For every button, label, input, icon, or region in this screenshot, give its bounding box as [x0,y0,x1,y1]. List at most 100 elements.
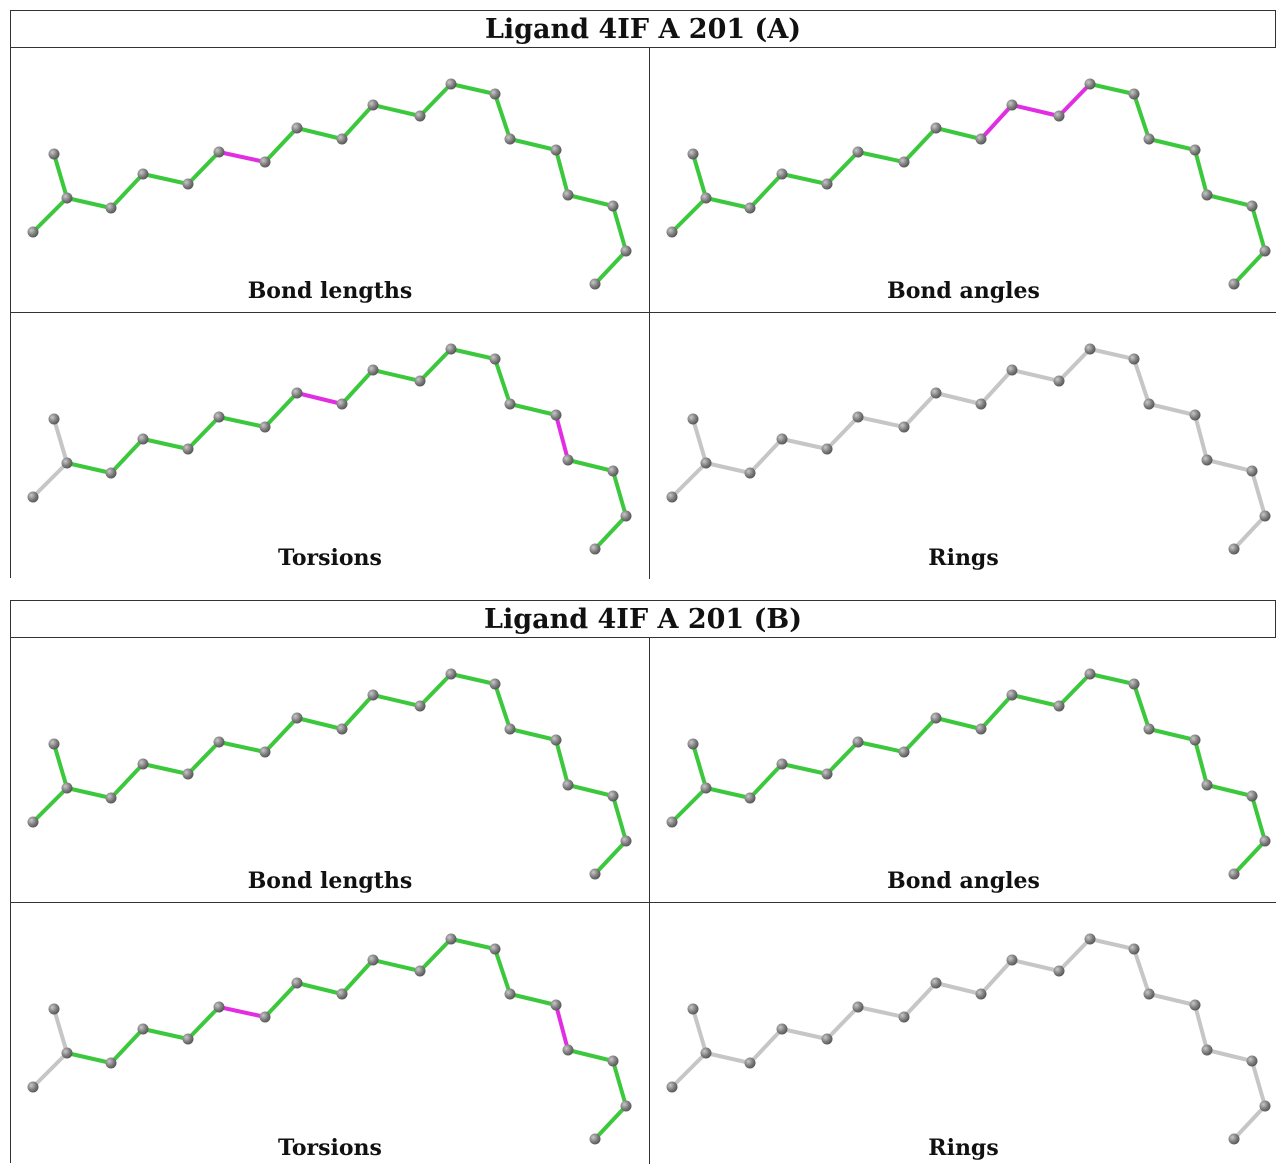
atom [445,668,457,680]
atom [61,782,73,794]
bond [217,740,267,754]
atom [700,457,712,469]
atom [48,738,60,750]
atom [489,943,501,955]
bond [418,347,453,383]
bond [1232,839,1267,876]
atom [898,156,910,168]
atom [1228,1133,1240,1145]
atom [975,133,987,145]
atom [687,148,699,160]
bond [670,786,708,824]
atom [620,1100,632,1112]
bond [508,402,558,417]
atom [1143,133,1155,145]
bond [1088,937,1136,951]
molecule-view [27,343,632,555]
bond [141,437,190,451]
molecule-view [27,668,632,880]
atom [1189,144,1201,156]
atom [1201,189,1213,201]
bond [856,1005,906,1019]
atom [666,1081,678,1093]
atom [562,454,574,466]
bond [704,461,752,475]
panel-caption: Bond angles [887,868,1040,894]
bond [902,391,938,429]
ligand-block-b: Ligand 4IF A 201 (B) Bond lengths Bond a… [10,600,1276,1164]
bond [825,415,860,451]
bond [934,716,983,731]
bond [186,150,221,186]
atom [589,278,601,290]
bond [109,762,145,800]
bond [979,103,1014,141]
bond [263,716,299,754]
atom [776,1023,788,1035]
atom [137,758,149,770]
atom [414,110,426,122]
atom [1259,510,1271,522]
bond [295,126,344,141]
bond [1232,1104,1267,1141]
atom [687,738,699,750]
atom [898,746,910,758]
atom [445,343,457,355]
atom [898,421,910,433]
atom [666,491,678,503]
bond [186,415,221,451]
atom [975,988,987,1000]
atom [61,1047,73,1059]
atom [666,226,678,238]
bond [780,1027,829,1041]
atom [1201,454,1213,466]
panel-caption: Torsions [278,545,382,571]
atom [1128,353,1140,365]
bond [611,204,628,253]
molecule-view [666,343,1271,555]
bond [825,1005,860,1041]
bond [1147,727,1197,742]
bond [295,716,344,731]
atom [589,1133,601,1145]
panel-caption: Torsions [278,1135,382,1161]
atom [1143,723,1155,735]
bond [109,172,145,210]
atom [105,1057,117,1069]
bond [109,437,145,475]
bond [65,196,113,210]
bond [704,786,752,800]
bond [825,740,860,776]
bond [1010,958,1061,973]
panel-rings: Rings [649,903,1276,1164]
atom [1143,398,1155,410]
atom [213,1001,225,1013]
atom [213,146,225,158]
atom [504,133,516,145]
bond [1088,672,1136,686]
atom [744,792,756,804]
atom [700,782,712,794]
molecule-view [27,933,632,1145]
bond [670,461,708,499]
bond [1193,413,1209,462]
bond [1057,937,1092,973]
bond [748,762,784,800]
atom [776,168,788,180]
atom [1259,835,1271,847]
bond [1232,514,1267,551]
bond [340,368,375,406]
atom [930,977,942,989]
atom [1189,409,1201,421]
bond [65,461,113,475]
atom [1006,689,1018,701]
bond [1010,693,1061,708]
bond [670,1051,708,1089]
block-title: Ligand 4IF A 201 (A) [11,11,1275,48]
bond [508,992,558,1007]
atom [821,768,833,780]
atom [48,148,60,160]
atom [504,988,516,1000]
bond [340,693,375,731]
bond [1088,82,1136,96]
